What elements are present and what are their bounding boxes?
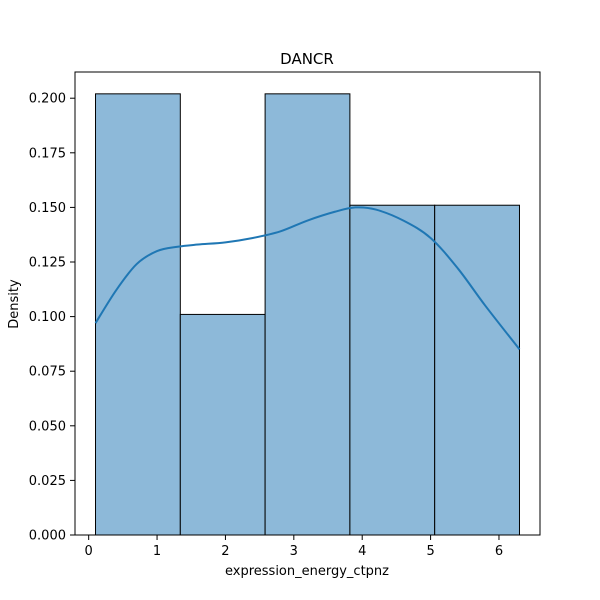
- x-tick-label: 3: [290, 544, 298, 559]
- y-axis-label: Density: [7, 279, 22, 329]
- y-tick-label: 0.200: [29, 92, 66, 107]
- x-tick-label: 5: [426, 544, 434, 559]
- histogram-bar-4: [349, 204, 436, 536]
- x-axis-label: expression_energy_ctpnz: [225, 564, 389, 579]
- x-tick-label: 2: [221, 544, 229, 559]
- y-tick-label: 0.100: [29, 310, 66, 325]
- histogram-bar-5: [434, 204, 520, 536]
- histogram-bar-3: [264, 93, 351, 536]
- x-axis-ticks: 0 1 2 3 4 5 6: [85, 535, 503, 559]
- x-tick-label: 0: [85, 544, 93, 559]
- plot-frame: [74, 71, 541, 536]
- y-tick-label: 0.000: [29, 529, 66, 544]
- y-tick-label: 0.150: [29, 201, 66, 216]
- x-tick-label: 6: [495, 544, 503, 559]
- y-axis-ticks: 0.000 0.025 0.050 0.075 0.100 0.125 0.150 0.175…: [29, 92, 75, 544]
- y-tick-label: 0.025: [29, 474, 66, 489]
- histogram-bar-2: [179, 313, 266, 536]
- y-tick-label: 0.175: [29, 146, 66, 161]
- histogram-bars: [95, 93, 520, 536]
- kde-line: [94, 206, 521, 350]
- histogram-bar-1: [95, 93, 181, 536]
- y-tick-label: 0.050: [29, 419, 66, 434]
- y-tick-label: 0.125: [29, 256, 66, 271]
- x-tick-label: 1: [153, 544, 161, 559]
- y-tick-label: 0.075: [29, 365, 66, 380]
- chart-title: DANCR: [280, 50, 334, 68]
- x-tick-label: 4: [358, 544, 366, 559]
